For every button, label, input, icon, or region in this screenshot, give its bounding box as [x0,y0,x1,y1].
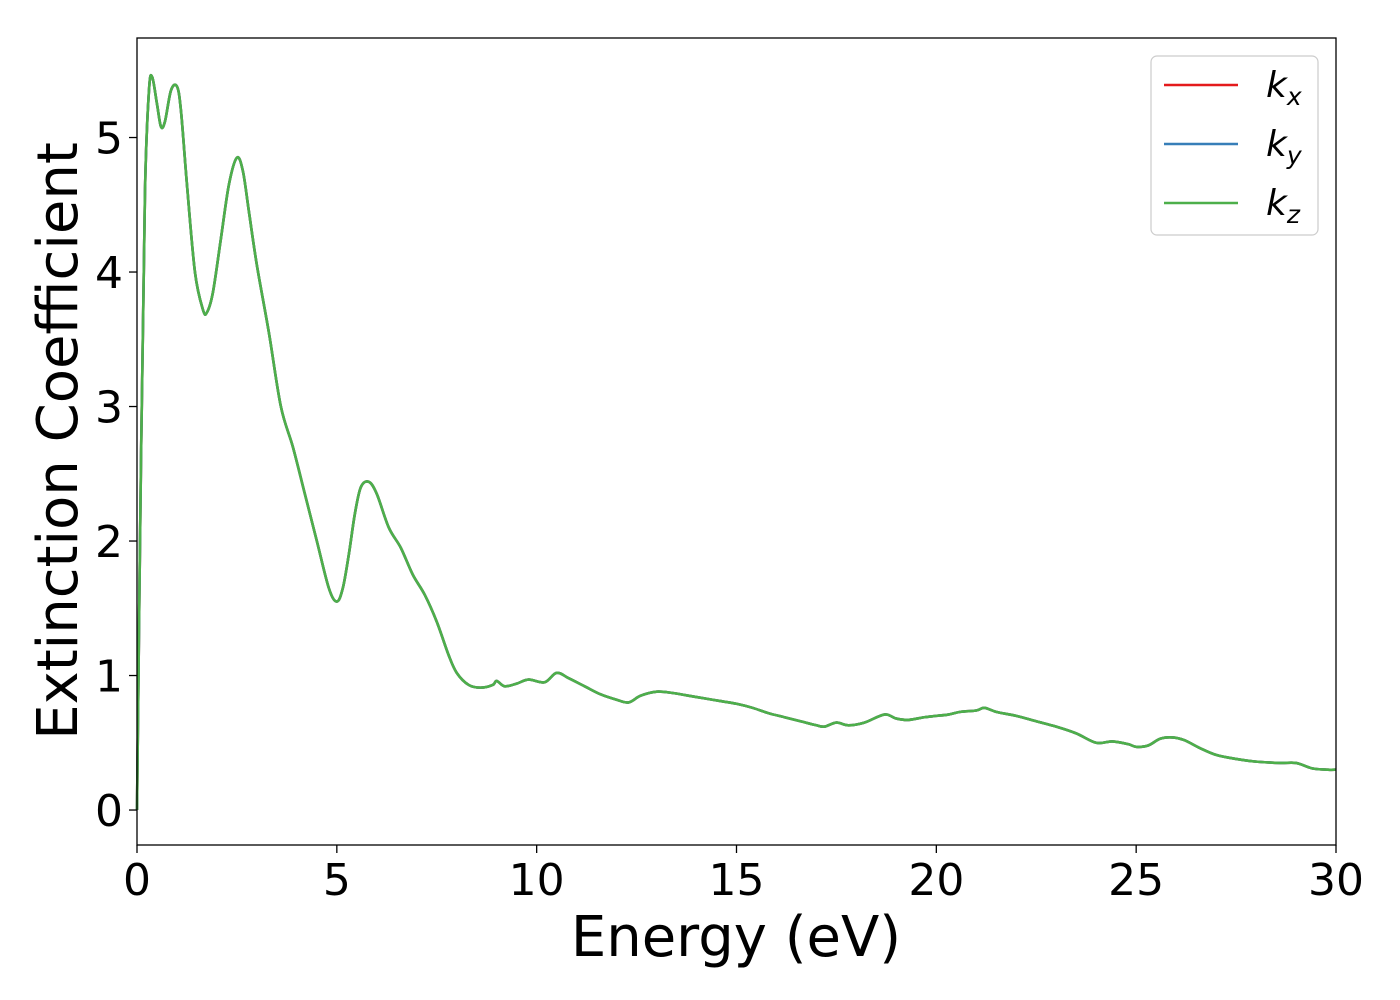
y-tick-label: 4 [95,248,123,299]
x-axis-label: Energy (eV) [571,905,901,970]
legend-label-x: kx [1266,65,1302,111]
y-tick-label: 3 [95,383,123,434]
legend: kx ky kz [1150,55,1319,236]
legend-box [1150,55,1319,236]
x-axis-ticks: 0 5 10 15 20 25 30 [123,845,1364,906]
y-axis-ticks: 0 1 2 3 4 5 [95,114,137,837]
x-tick-label: 5 [323,855,351,906]
y-tick-label: 0 [95,786,123,837]
x-tick-label: 15 [709,855,765,906]
series-layer [135,73,1337,811]
legend-label-y: ky [1266,124,1303,170]
legend-label-z: kz [1266,183,1301,229]
series-line-z [135,73,1337,811]
y-axis-label: Extinction Coefficient [26,142,91,740]
y-tick-label: 2 [95,517,123,568]
x-tick-label: 10 [509,855,565,906]
x-tick-label: 0 [123,855,151,906]
x-tick-label: 30 [1308,855,1364,906]
x-tick-label: 20 [908,855,964,906]
y-tick-label: 5 [95,114,123,165]
y-tick-label: 1 [95,652,123,703]
x-tick-label: 25 [1108,855,1164,906]
